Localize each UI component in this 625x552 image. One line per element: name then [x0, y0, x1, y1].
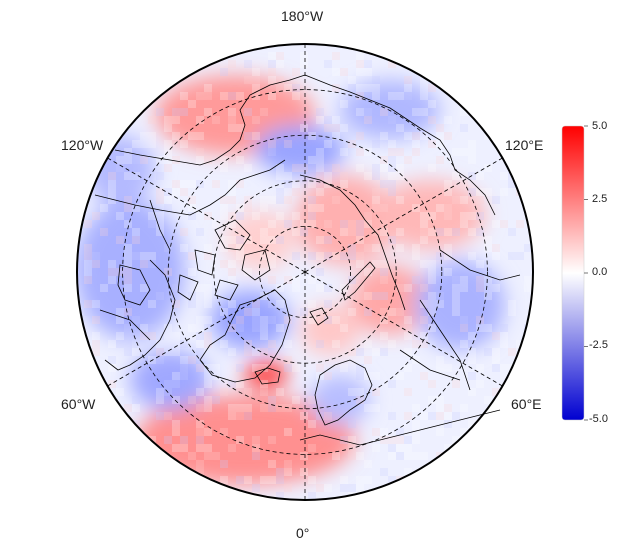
map-boundary	[76, 43, 534, 501]
anomaly-hudson	[77, 200, 185, 340]
anomaly-laptev	[295, 175, 395, 265]
siberia-coast	[304, 74, 496, 216]
alaska-coast	[114, 74, 306, 166]
novaya-zemlya	[341, 261, 376, 301]
labrador-coast	[104, 259, 176, 371]
europe	[299, 409, 501, 446]
anomaly-kara	[350, 265, 430, 335]
coastlines	[94, 74, 521, 446]
graticule-parallel	[122, 89, 488, 455]
greenland-coast	[199, 289, 291, 383]
anomaly-beaufort	[255, 125, 345, 175]
anomaly-greenland	[210, 290, 290, 350]
colorbar-tick-label: 2.5	[592, 193, 608, 205]
anomaly-siberia	[415, 260, 505, 350]
lon-label-lower-right: 60°E	[511, 396, 542, 412]
anomaly-labrador	[130, 350, 210, 410]
lon-label-bottom: 0°	[296, 525, 310, 541]
svalbard	[309, 307, 329, 326]
graticule-meridian	[107, 157, 306, 273]
colorbar-tick-label: -5.0	[589, 413, 608, 425]
graticule-meridian	[107, 271, 306, 387]
anomaly-scandinavia	[310, 375, 370, 425]
anomaly-field	[77, 44, 533, 500]
lon-label-lower-left: 60°W	[61, 396, 96, 412]
siberia-arctic-coast	[299, 174, 406, 311]
land-boundaries	[99, 199, 521, 391]
north-america-west	[94, 159, 286, 216]
iceland	[254, 367, 281, 385]
lon-label-top: 180°W	[281, 8, 324, 24]
anomaly-north-atlantic	[135, 395, 355, 485]
hudson-bay	[117, 264, 151, 306]
lon-label-upper-right: 120°E	[505, 137, 544, 153]
colorbar	[561, 125, 588, 421]
colorbar-tick-label: 0.0	[592, 266, 608, 278]
anomaly-canadian-archipelago	[225, 210, 295, 270]
anomaly-east-siberian	[375, 180, 485, 250]
colorbar-tick-label: -2.5	[589, 339, 608, 351]
colorbar-gradient	[561, 125, 585, 421]
graticule-meridian	[304, 157, 503, 273]
lon-label-upper-left: 120°W	[61, 137, 104, 153]
scandinavia	[314, 359, 373, 426]
anomaly-norwegian-sea	[300, 305, 360, 355]
graticule	[107, 44, 503, 500]
colorbar-tick-label: 5.0	[592, 120, 608, 132]
canadian-archipelago	[177, 219, 271, 301]
graticule-meridian	[304, 271, 503, 387]
